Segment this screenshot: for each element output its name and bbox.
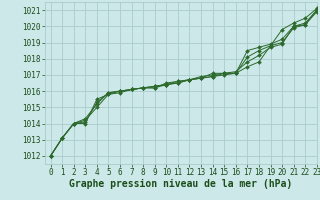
X-axis label: Graphe pression niveau de la mer (hPa): Graphe pression niveau de la mer (hPa) bbox=[69, 179, 292, 189]
